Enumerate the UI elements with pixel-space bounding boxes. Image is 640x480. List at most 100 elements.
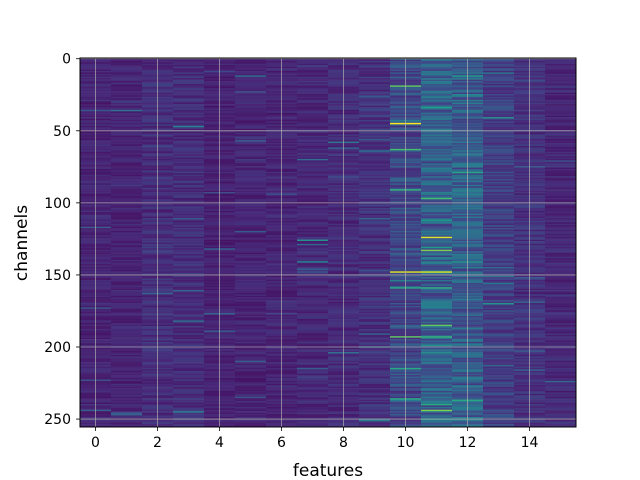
- heatmap-cell: [421, 333, 453, 336]
- heatmap-cell: [235, 380, 267, 383]
- heatmap-cell: [483, 405, 515, 408]
- heatmap-cell: [545, 102, 577, 105]
- heatmap-cell: [173, 341, 205, 344]
- heatmap-cell: [297, 373, 329, 376]
- heatmap-cell: [359, 324, 391, 327]
- heatmap-cell: [545, 160, 577, 163]
- heatmap-cell: [235, 153, 267, 155]
- heatmap-cell: [359, 108, 391, 111]
- heatmap-cell: [545, 79, 577, 82]
- heatmap-cell: [173, 291, 205, 294]
- heatmap-cell: [297, 403, 329, 406]
- heatmap-cell: [111, 89, 143, 92]
- heatmap-cell: [297, 331, 329, 334]
- heatmap-cell: [483, 238, 515, 240]
- heatmap-cell: [173, 415, 205, 418]
- heatmap-cell: [359, 356, 391, 359]
- heatmap-cell: [359, 399, 391, 402]
- heatmap-cell: [359, 222, 391, 225]
- heatmap-cell: [483, 193, 515, 196]
- heatmap-cell: [483, 150, 515, 152]
- heatmap-cell: [421, 226, 453, 229]
- heatmap-cell: [235, 359, 267, 361]
- heatmap-cell: [421, 323, 453, 325]
- heatmap-cell: [111, 392, 143, 395]
- heatmap-cell: [545, 275, 577, 278]
- heatmap-cell: [359, 199, 391, 201]
- heatmap-cell: [297, 412, 329, 415]
- heatmap-cell: [173, 99, 205, 102]
- heatmap-cell: [483, 336, 515, 338]
- heatmap-cell: [545, 323, 577, 325]
- heatmap-cell: [359, 318, 391, 321]
- heatmap-cell: [421, 160, 453, 163]
- heatmap-cell: [297, 382, 329, 385]
- heatmap-cell: [235, 275, 267, 278]
- heatmap-cell: [483, 164, 515, 167]
- heatmap-cell: [297, 307, 329, 310]
- heatmap-cell: [421, 252, 453, 255]
- heatmap-cell: [359, 233, 391, 236]
- heatmap-cell: [359, 230, 391, 233]
- heatmap-cell: [421, 377, 453, 380]
- heatmap-cell: [297, 65, 329, 67]
- heatmap-cell: [359, 111, 391, 114]
- heatmap-cell: [111, 380, 143, 383]
- heatmap-cell: [111, 357, 143, 360]
- heatmap-cell: [297, 314, 329, 317]
- heatmap-cell: [173, 285, 205, 288]
- heatmap-cell: [545, 82, 577, 85]
- heatmap-cell: [421, 292, 453, 295]
- heatmap-cell: [359, 301, 391, 304]
- heatmap-cell: [297, 290, 329, 292]
- heatmap-cell: [173, 229, 205, 232]
- heatmap-cell: [421, 232, 453, 235]
- heatmap-cell: [545, 249, 577, 252]
- heatmap-cell: [235, 408, 267, 410]
- heatmap-cell: [421, 62, 453, 65]
- heatmap-cell: [421, 144, 453, 147]
- heatmap-cell: [111, 246, 143, 249]
- heatmap-column-feature-9: [359, 58, 391, 428]
- heatmap-cell: [545, 138, 577, 141]
- heatmap-cell: [173, 115, 205, 118]
- heatmap-cell: [545, 235, 577, 238]
- heatmap-cell: [421, 114, 453, 116]
- heatmap-cell: [359, 395, 391, 398]
- heatmap-cell: [111, 336, 143, 338]
- heatmap-cell: [235, 376, 267, 379]
- heatmap-cell: [297, 212, 329, 214]
- heatmap-cell: [111, 261, 143, 263]
- heatmap-cell: [421, 411, 453, 413]
- heatmap-cell: [545, 171, 577, 174]
- heatmap-cell: [483, 353, 515, 356]
- heatmap-cell: [359, 138, 391, 141]
- heatmap-cell: [235, 98, 267, 101]
- heatmap-cell: [235, 89, 267, 92]
- heatmap-cell: [545, 210, 577, 213]
- heatmap-cell: [421, 70, 453, 73]
- heatmap-cell: [235, 179, 267, 181]
- heatmap-cell: [359, 414, 391, 416]
- heatmap-cell: [359, 278, 391, 281]
- heatmap-cell: [173, 411, 205, 413]
- heatmap-cell: [545, 412, 577, 415]
- heatmap-cell: [173, 414, 205, 416]
- heatmap-cell: [359, 66, 391, 69]
- heatmap-cell: [235, 174, 267, 177]
- heatmap-cell: [173, 382, 205, 385]
- heatmap-cell: [545, 236, 577, 239]
- heatmap-cell: [235, 156, 267, 158]
- heatmap-cell: [545, 341, 577, 344]
- heatmap-cell: [235, 285, 267, 288]
- heatmap-cell: [173, 297, 205, 300]
- heatmap-cell: [483, 180, 515, 183]
- heatmap-cell: [111, 128, 143, 131]
- heatmap-cell: [483, 307, 515, 310]
- heatmap-cell: [297, 278, 329, 281]
- heatmap-cell: [483, 298, 515, 301]
- heatmap-cell: [173, 177, 205, 180]
- heatmap-column-feature-11: [421, 58, 453, 428]
- heatmap-cell: [359, 239, 391, 242]
- heatmap-cell: [111, 421, 143, 423]
